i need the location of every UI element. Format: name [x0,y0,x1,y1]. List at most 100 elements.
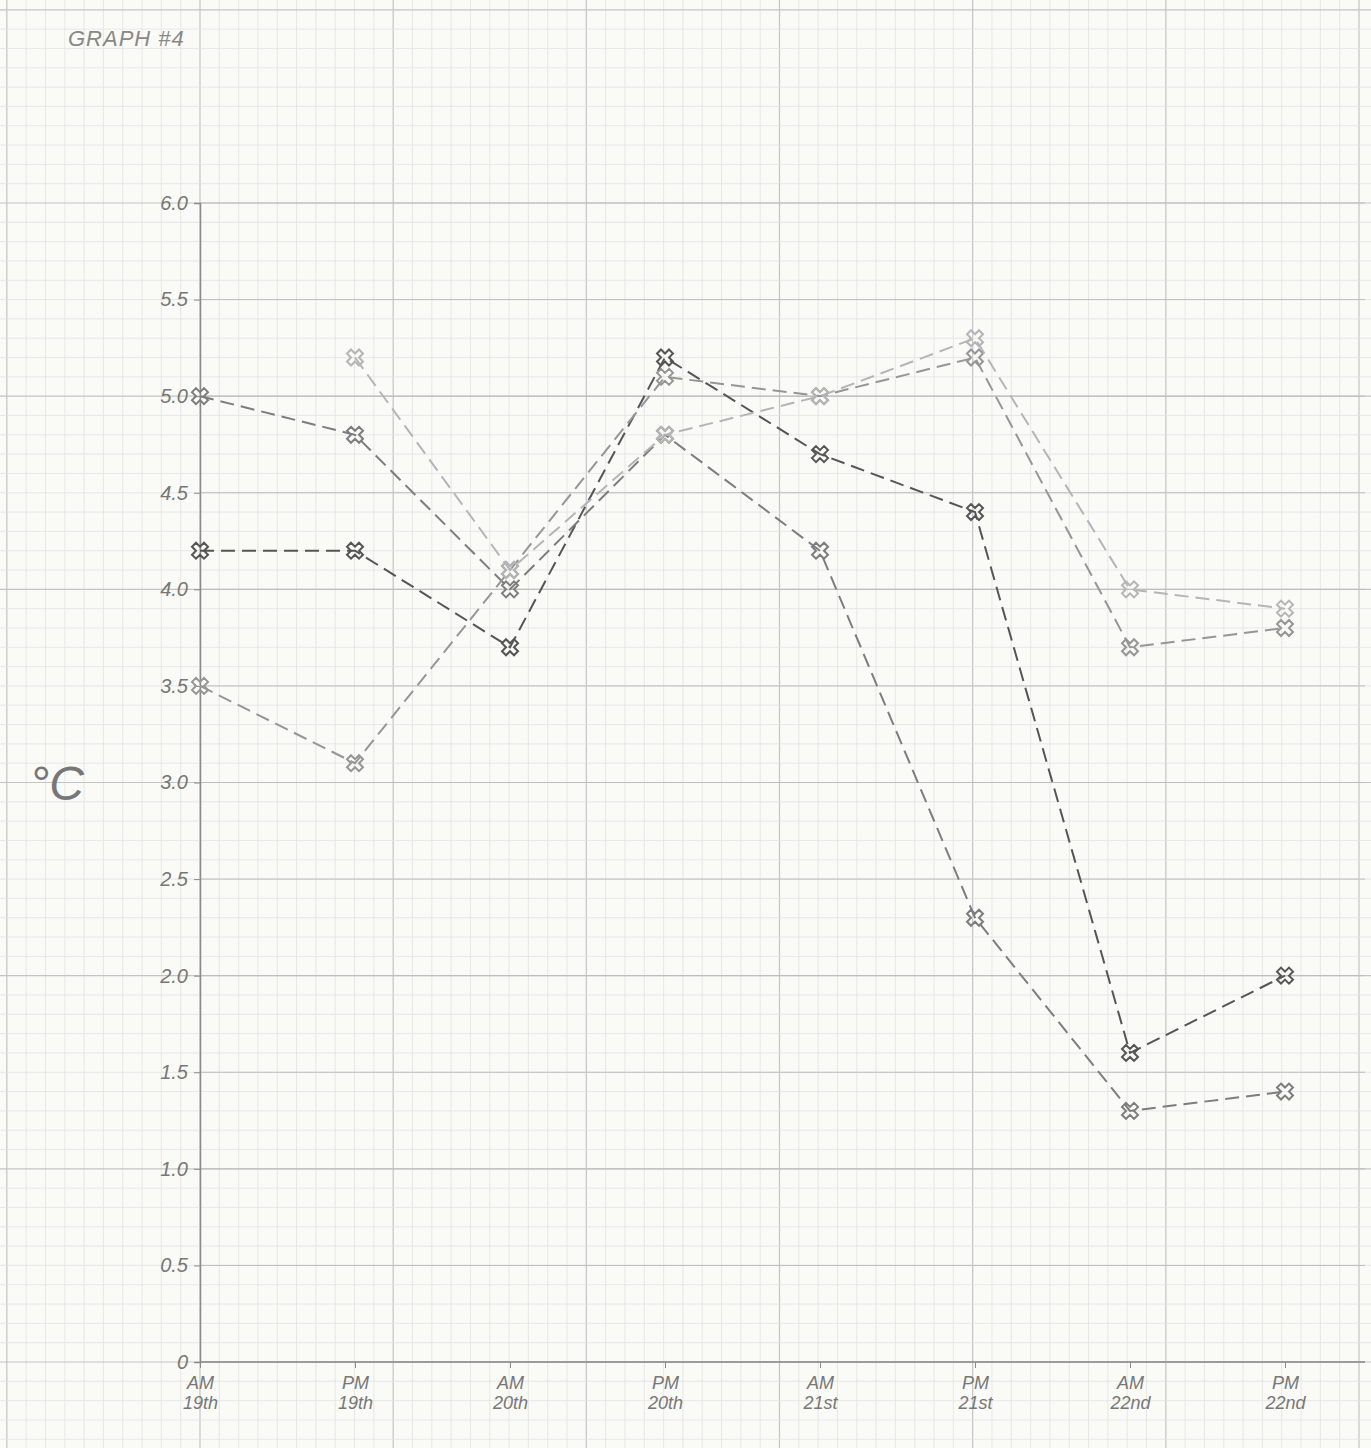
series-marker [343,539,367,563]
paper-line [1301,0,1302,1448]
paper-line [0,376,1371,377]
y-tick-label: 4.0 [160,578,188,600]
y-axis-line [194,204,201,1363]
y-tick-label: 1.5 [160,1061,189,1083]
paper-line [1320,0,1321,1448]
paper-line [1358,0,1359,1448]
paper-line [663,0,664,1448]
paper-line [0,627,1371,628]
paper-line [0,299,1371,300]
paper-line [393,0,394,1448]
y-tick-label: 2.0 [159,965,188,987]
y-tick-mark [194,589,200,590]
paper-line [1049,0,1050,1448]
paper-line [0,1207,1371,1208]
y-tick: 5.5 [160,288,200,310]
paper-line [1165,0,1166,1448]
paper-line [567,0,568,1448]
paper-line [760,0,761,1448]
plot-area [188,326,1297,1123]
paper-line [489,0,490,1448]
series-marker [343,751,367,775]
paper-line [0,840,1371,841]
paper-line [0,956,1371,957]
y-tick-label: 5.5 [160,288,189,310]
y-tick-label: 6.0 [160,192,188,214]
paper-line [354,0,355,1448]
y-tick: 4.0 [160,578,200,600]
paper-line [0,1014,1371,1015]
x-axis: AM19thPM19thAM20thPM20thAM21stPM21stAM22… [183,1362,1365,1413]
paper-line [0,666,1371,667]
series-marker [808,384,832,408]
paper-line [0,898,1371,899]
paper-line [142,0,143,1448]
grid-line [200,203,1365,204]
series-marker [808,442,832,466]
paper-line [1243,0,1244,1448]
paper-line [0,1188,1371,1189]
y-tick-mark [194,493,200,494]
paper-line [0,647,1371,648]
paper-line [26,0,27,1448]
paper-line [0,1168,1371,1169]
paper-line [1127,0,1128,1448]
paper-line [0,1419,1371,1420]
paper-line [837,0,838,1448]
x-tick: AM19th [183,1362,218,1413]
grid-line [200,396,1365,397]
paper-line [0,145,1371,146]
x-tick: AM22nd [1109,1362,1151,1413]
paper-line [682,0,683,1448]
paper-line [451,0,452,1448]
series-marker [653,423,677,447]
series-marker [188,674,212,698]
paper-line [1339,0,1340,1448]
series-marker [188,539,212,563]
paper-line [0,1439,1371,1440]
paper-line [1185,0,1186,1448]
paper-line [0,434,1371,435]
paper-line [0,1361,1371,1362]
y-tick-label: 0.5 [160,1254,189,1276]
x-tick-label: AM19th [183,1373,218,1414]
paper-line [528,0,529,1448]
paper-line [0,975,1371,976]
x-tick-mark [975,1362,976,1368]
x-tick-label: PM21st [957,1373,993,1414]
paper-line [779,0,780,1448]
paper-line [0,821,1371,822]
paper-line [0,29,1371,30]
series-marker [653,346,677,370]
paper-line [0,1052,1371,1053]
series-marker [963,326,987,350]
y-tick: 4.5 [160,482,200,504]
grid-line [200,1072,1365,1073]
x-tick: AM20th [492,1362,528,1413]
grid-line [200,589,1365,590]
paper-line [45,0,46,1448]
x-tick-mark [665,1362,666,1368]
paper-line [972,0,973,1448]
paper-line [0,608,1371,609]
paper-line [0,724,1371,725]
x-tick-label: AM20th [492,1373,528,1414]
paper-line [0,743,1371,744]
paper-line [0,338,1371,339]
y-tick-label: 5.0 [160,385,188,407]
y-tick: 1.5 [160,1061,200,1083]
paper-line [0,125,1371,126]
x-tick-mark [1130,1362,1131,1368]
y-tick-label: 3.5 [160,675,189,697]
paper-line [122,0,123,1448]
series-line [200,358,1285,764]
grid [200,203,1365,1362]
paper-line [0,357,1371,358]
paper-line [0,87,1371,88]
grid-line [200,879,1365,880]
y-tick-label: 2.5 [159,868,189,890]
paper-line [934,0,935,1448]
x-axis-line [200,1361,1365,1363]
x-tick: PM21st [957,1362,993,1413]
x-tick-mark [355,1362,356,1368]
